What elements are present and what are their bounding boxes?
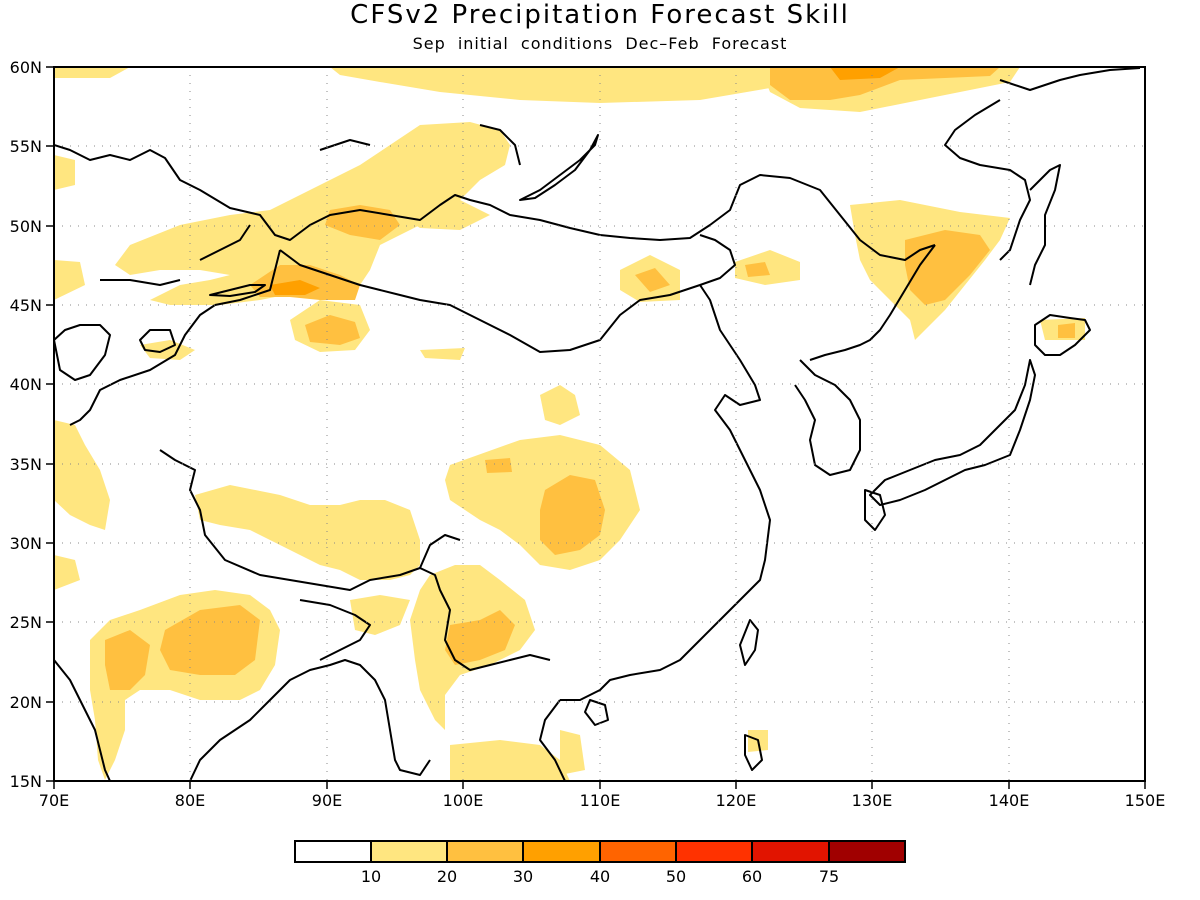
legend-label: 75 [819,867,839,886]
coast-honshu [869,359,1036,506]
core-43n [305,315,360,345]
coast-india [54,659,431,781]
core-mongolia [635,268,670,292]
region-central-china [540,385,580,425]
coast-kamchatka-side [944,67,1141,261]
lat-label: 15N [10,772,42,791]
lat-label: 40N [10,375,42,394]
region-mongolia-e [735,250,800,285]
coast-korea [794,359,861,476]
lat-label: 50N [10,217,42,236]
lat-tick-labels: 60N 55N 50N 45N 40N 35N 30N 25N 20N 15N [10,58,42,791]
color-legend: 10 20 30 40 50 60 75 [294,840,906,886]
region-himalaya [195,485,420,580]
coast-sakhalin [1029,164,1061,286]
border-mongolia-china [279,234,736,353]
core-north-top [770,67,1000,100]
lon-tick-labels: 70E 80E 90E 100E 110E 120E 130E 140E 150… [39,791,1166,810]
coast-aral [139,329,176,353]
border-russia-mongolia [54,144,936,261]
coast-indochina [539,699,566,781]
core-india-c [160,605,260,675]
legend-label: 40 [590,867,610,886]
lon-label: 100E [443,791,484,810]
region-west-28 [54,555,80,590]
lon-label: 130E [852,791,893,810]
legend-swatch [599,840,677,863]
legend-label: 10 [361,867,381,886]
lat-label: 30N [10,534,42,553]
border-china-india-east [419,534,461,569]
map-subtitle: Sep initial conditions Dec–Feb Forecast [412,34,788,53]
lon-label: 120E [716,791,757,810]
lon-label: 150E [1125,791,1166,810]
coast-china-east [560,284,771,701]
lat-label: 60N [10,58,42,77]
core-35n [485,458,512,473]
lon-label: 80E [175,791,205,810]
coast-taiwan [739,619,759,666]
skill-shading [54,67,1085,781]
legend-swatch [370,840,448,863]
lon-label: 140E [989,791,1030,810]
region-west-42 [140,340,195,360]
coast-hainan [584,699,609,726]
core-hokkaido [1058,323,1075,338]
coast-balkhash [209,284,266,297]
legend-swatch [446,840,524,863]
legend-label: 60 [742,867,762,886]
core-sichuan [540,475,605,555]
lon-label: 110E [580,791,621,810]
region-kazakh-band [115,122,510,305]
lat-label: 25N [10,613,42,632]
region-myanmar [350,595,410,635]
region-42n-95e [420,348,465,360]
legend-label: 20 [437,867,457,886]
region-west-55 [54,155,75,190]
border-west [69,249,281,426]
legend-label: 30 [513,867,533,886]
border-misc [100,124,521,286]
core-kazakh-orange [270,280,320,295]
border-india-bhutan [299,599,371,661]
legend-label: 50 [666,867,686,886]
coast-kyushu [864,489,886,531]
tick-marks [46,66,1146,789]
coast-philippines [744,734,763,771]
core-mongolia-e [745,262,770,277]
region-mongolia-w [400,195,490,230]
region-south-west [560,730,585,775]
region-north-center [330,67,770,103]
lat-label: 55N [10,137,42,156]
region-west-47 [54,260,85,300]
coastlines [54,67,1141,781]
coast-russia-east [809,244,936,361]
region-west-37 [54,420,110,530]
map-title: CFSv2 Precipitation Forecast Skill [350,0,850,30]
core-north-top-orange [830,67,900,80]
lon-label: 70E [39,791,69,810]
coast-caspian [54,324,111,381]
coast-baikal [519,134,599,201]
coast-hokkaido [1034,314,1091,356]
legend-swatch [751,840,830,863]
legend-swatch [522,840,601,863]
legend-swatch [675,840,753,863]
legend-swatch [294,840,372,863]
border-himalaya [159,449,551,671]
lon-label: 90E [312,791,342,810]
lat-label: 45N [10,296,42,315]
region-south [450,740,570,781]
legend-swatch [828,840,906,863]
lat-label: 20N [10,693,42,712]
region-north-top [54,67,130,78]
lat-label: 35N [10,455,42,474]
core-india-w [105,630,150,690]
